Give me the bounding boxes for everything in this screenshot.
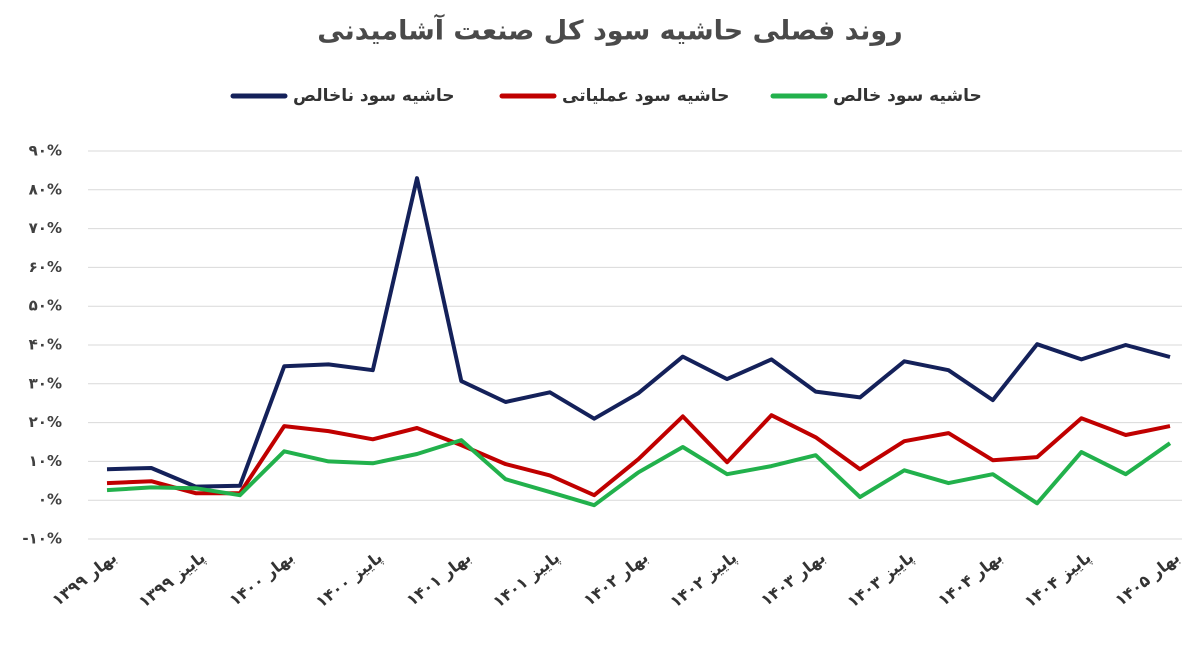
legend-label: حاشیه سود خالص xyxy=(833,86,982,106)
x-tick-label: پاییز ۱۴۰۳ xyxy=(843,548,918,612)
x-tick-label: بهار ۱۴۰۵ xyxy=(1111,548,1183,610)
legend-label: حاشیه سود عملیاتی xyxy=(562,86,729,106)
x-tick-label: پاییز ۱۴۰۰ xyxy=(312,548,387,612)
y-tick-label: ۵۰% xyxy=(29,297,62,315)
x-tick-label: پاییز ۱۴۰۴ xyxy=(1021,548,1096,612)
y-tick-label: ۴۰% xyxy=(29,336,62,354)
x-tick-label: بهار ۱۴۰۰ xyxy=(225,548,297,610)
y-tick-label: ۷۰% xyxy=(29,219,62,237)
x-tick-label: پاییز ۱۴۰۲ xyxy=(666,548,741,612)
x-tick-label: بهار ۱۳۹۹ xyxy=(48,548,120,610)
y-tick-label: ۱۰% xyxy=(29,452,62,470)
y-tick-label: ۶۰% xyxy=(29,258,62,276)
x-tick-label: بهار ۱۴۰۳ xyxy=(757,548,829,610)
series-line xyxy=(106,176,1171,489)
y-tick-label: ۹۰% xyxy=(29,142,62,160)
x-tick-label: پاییز ۱۴۰۱ xyxy=(489,548,564,612)
series-line xyxy=(106,413,1171,498)
x-tick-label: پاییز ۱۳۹۹ xyxy=(135,548,210,612)
y-tick-label: ۳۰% xyxy=(29,374,62,392)
legend-label: حاشیه سود ناخالص xyxy=(293,86,455,106)
y-tick-label: -۱۰% xyxy=(22,530,62,548)
x-tick-label: بهار ۱۴۰۴ xyxy=(934,548,1006,610)
series-line xyxy=(106,438,1172,508)
chart-title: روند فصلی حاشیه سود کل صنعت آشامیدنی xyxy=(317,14,902,47)
y-tick-label: ۲۰% xyxy=(29,413,62,431)
y-tick-label: ۸۰% xyxy=(29,180,62,198)
x-tick-label: بهار ۱۴۰۲ xyxy=(580,548,652,610)
x-tick-label: بهار ۱۴۰۱ xyxy=(403,548,475,610)
y-tick-label: ۰% xyxy=(38,491,62,509)
